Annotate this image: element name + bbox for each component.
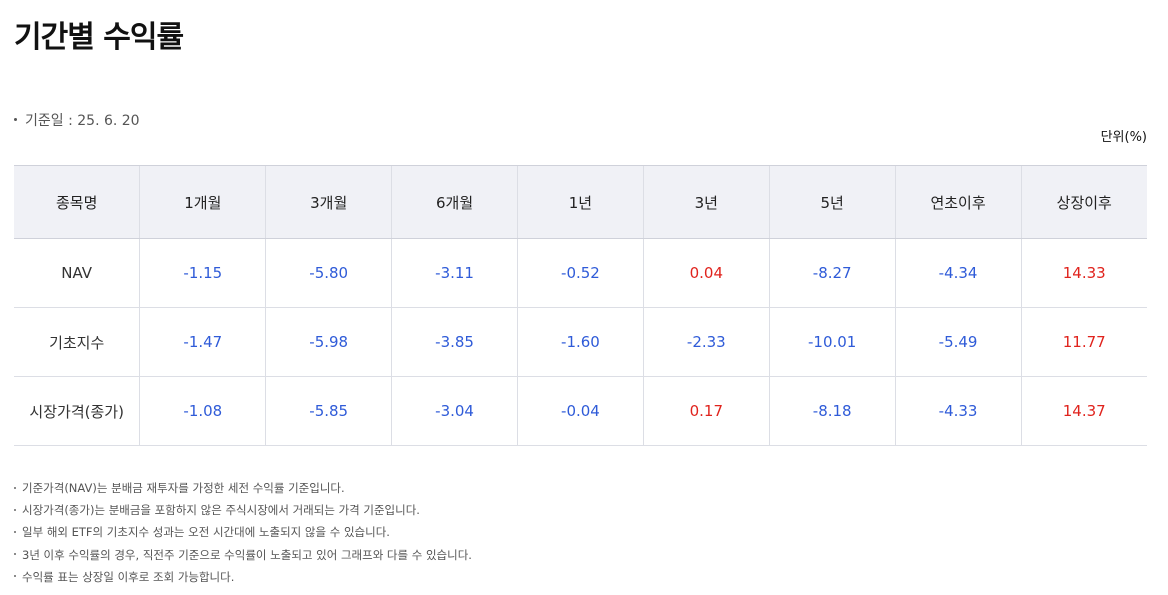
table-cell: -5.85: [265, 376, 392, 446]
header-1y: 1년: [517, 165, 644, 239]
list-item: 시장가격(종가)는 분배금을 포함하지 않은 주식시장에서 거래되는 가격 기준…: [14, 500, 472, 522]
note-text: 기준가격(NAV)는 분배금 재투자를 가정한 세전 수익률 기준입니다.: [22, 481, 345, 495]
base-date-text: 기준일 : 25. 6. 20: [25, 113, 140, 129]
table-cell: -4.33: [894, 376, 1021, 446]
note-text: 3년 이후 수익률의 경우, 직전주 기준으로 수익률이 노출되고 있어 그래프…: [22, 547, 472, 562]
table-header-row: 종목명 1개월 3개월 6개월 1년 3년 5년 연초이후 상장이후: [14, 165, 1147, 239]
table-cell: 11.77: [1020, 307, 1147, 377]
bullet-dot-icon: [14, 117, 17, 121]
table-row: 시장가격(종가) -1.08 -5.85 -3.04 -0.04 0.17 -8…: [14, 376, 1147, 446]
bullet-dot-icon: [14, 486, 16, 489]
table-row: 기초지수 -1.47 -5.98 -3.85 -1.60 -2.33 -10.0…: [14, 307, 1147, 377]
table-row: NAV -1.15 -5.80 -3.11 -0.52 0.04 -8.27 -…: [14, 238, 1147, 308]
table-cell: -4.34: [894, 238, 1021, 308]
table-cell: -8.18: [768, 376, 896, 446]
row-label-nav: NAV: [14, 238, 140, 308]
table-cell: -5.49: [894, 307, 1021, 377]
header-since-listing: 상장이후: [1020, 165, 1147, 239]
table-cell: -1.60: [517, 307, 644, 377]
list-item: 수익률 표는 상장일 이후로 조회 가능합니다.: [14, 567, 472, 589]
bullet-dot-icon: [14, 530, 16, 533]
table-cell: 0.04: [642, 238, 770, 308]
bullet-dot-icon: [14, 553, 16, 556]
header-1m: 1개월: [139, 165, 266, 239]
table-cell: 14.37: [1020, 376, 1147, 446]
table-cell: 14.33: [1020, 238, 1147, 308]
page-title: 기간별 수익률: [14, 20, 184, 55]
table-cell: -1.08: [139, 376, 266, 446]
notes-list: 기준가격(NAV)는 분배금 재투자를 가정한 세전 수익률 기준입니다. 시장…: [14, 478, 472, 589]
returns-table: 종목명 1개월 3개월 6개월 1년 3년 5년 연초이후 상장이후 NAV -…: [14, 165, 1147, 446]
bullet-dot-icon: [14, 508, 16, 511]
row-label-base-index: 기초지수: [14, 307, 140, 377]
table-cell: -1.47: [139, 307, 266, 377]
table-cell: -0.52: [517, 238, 644, 308]
header-name: 종목명: [14, 165, 140, 239]
header-ytd: 연초이후: [894, 165, 1021, 239]
table-cell: -3.04: [391, 376, 518, 446]
list-item: 기준가격(NAV)는 분배금 재투자를 가정한 세전 수익률 기준입니다.: [14, 478, 472, 500]
table-cell: -5.80: [265, 238, 392, 308]
header-5y: 5년: [768, 165, 896, 239]
header-3y: 3년: [642, 165, 770, 239]
table-cell: -10.01: [768, 307, 896, 377]
note-text: 일부 해외 ETF의 기초지수 성과는 오전 시간대에 노출되지 않을 수 있습…: [22, 525, 390, 540]
table-cell: -3.85: [391, 307, 518, 377]
row-label-market-price: 시장가격(종가): [14, 376, 140, 446]
bullet-dot-icon: [14, 575, 16, 578]
table-cell: -5.98: [265, 307, 392, 377]
table-cell: -1.15: [139, 238, 266, 308]
unit-label: 단위(%): [1100, 130, 1147, 145]
table-cell: -2.33: [642, 307, 770, 377]
table-cell: -8.27: [768, 238, 896, 308]
list-item: 3년 이후 수익률의 경우, 직전주 기준으로 수익률이 노출되고 있어 그래프…: [14, 545, 472, 567]
header-3m: 3개월: [265, 165, 392, 239]
list-item: 일부 해외 ETF의 기초지수 성과는 오전 시간대에 노출되지 않을 수 있습…: [14, 522, 472, 544]
base-date: 기준일 : 25. 6. 20: [14, 110, 140, 130]
table-cell: 0.17: [642, 376, 770, 446]
table-cell: -0.04: [517, 376, 644, 446]
header-6m: 6개월: [391, 165, 518, 239]
note-text: 시장가격(종가)는 분배금을 포함하지 않은 주식시장에서 거래되는 가격 기준…: [22, 503, 420, 518]
table-cell: -3.11: [391, 238, 518, 308]
note-text: 수익률 표는 상장일 이후로 조회 가능합니다.: [22, 569, 235, 584]
